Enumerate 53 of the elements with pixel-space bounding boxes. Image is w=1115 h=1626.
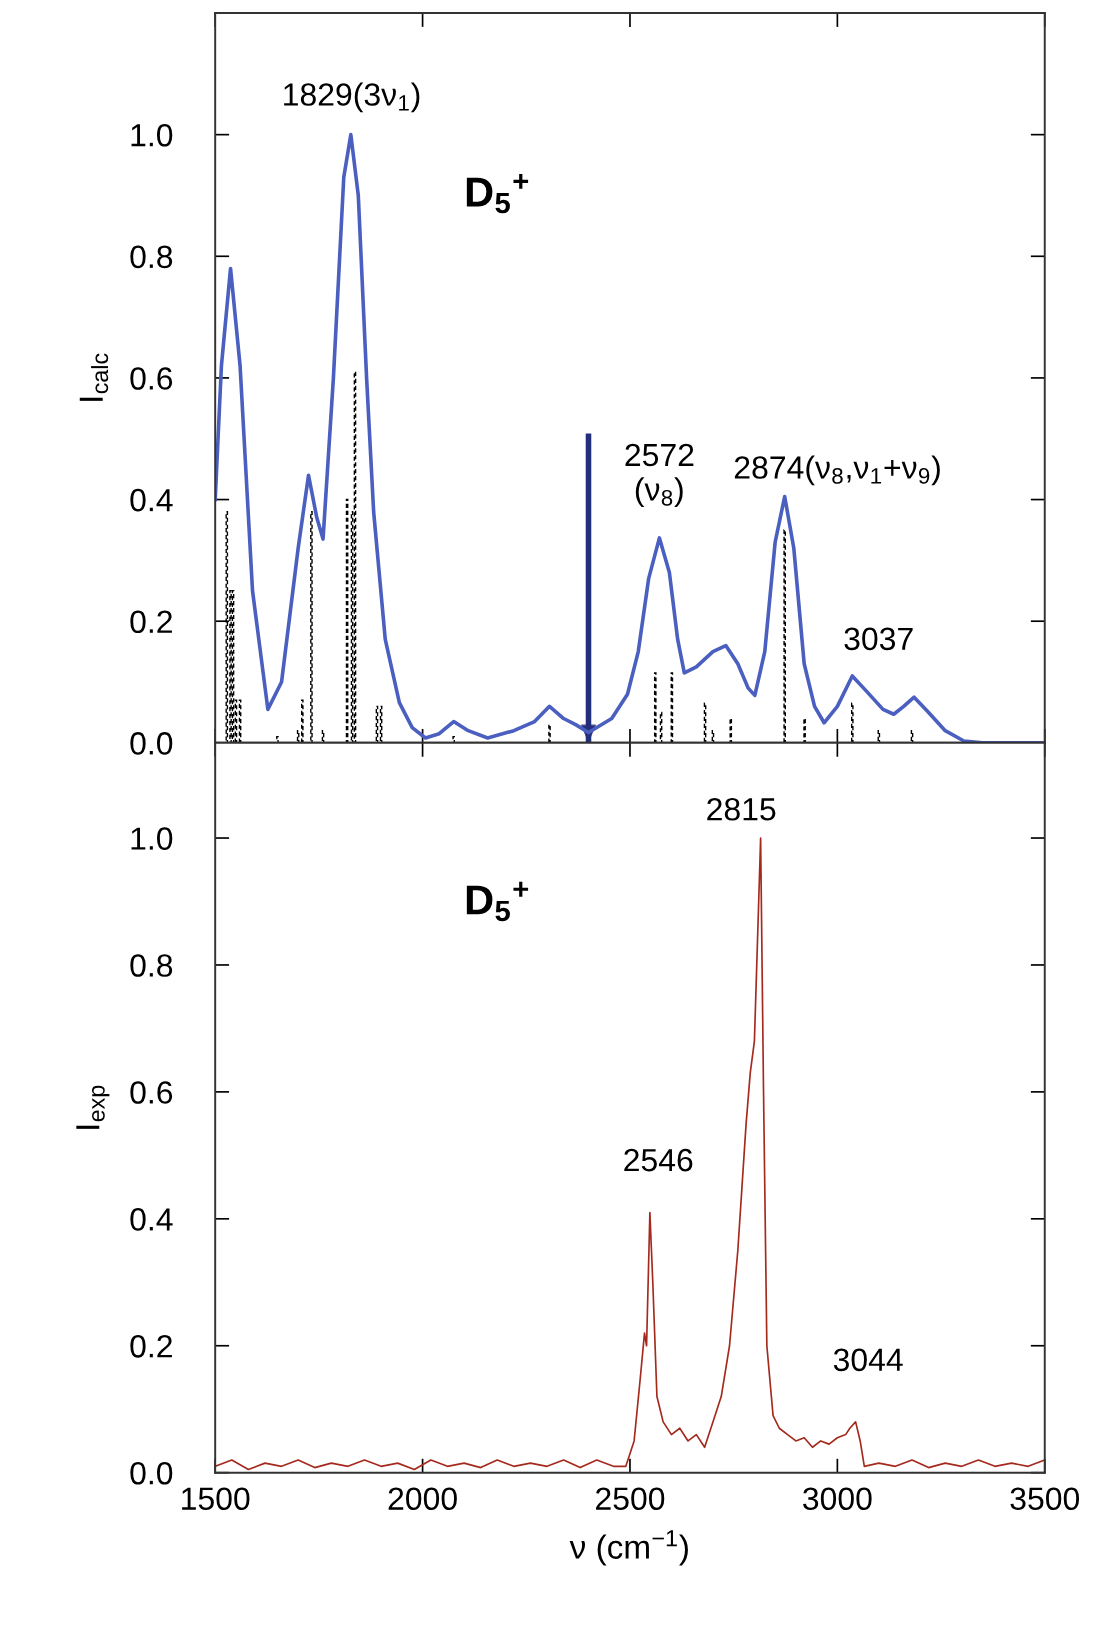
x-axis-title: ν (cm$^{−1}$) <box>569 1530 688 1566</box>
bar <box>300 699 304 743</box>
bar <box>321 729 325 743</box>
bar <box>711 729 715 743</box>
y-axis-title: I$_{calc}$ <box>79 353 109 401</box>
x-tick-label: 2500 <box>596 1487 665 1511</box>
y-tick-label: 0.0 <box>130 1461 173 1485</box>
x-tick-label: 2000 <box>388 1487 457 1511</box>
y-tick-label: 0.4 <box>130 1208 173 1231</box>
annotation: 2815 <box>707 797 776 821</box>
y-tick-label: 0.8 <box>130 954 173 977</box>
y-tick-label: 0.4 <box>130 488 173 512</box>
bar <box>296 729 300 743</box>
annotation: 3037 <box>844 627 913 651</box>
x-tick-label: 3500 <box>1010 1487 1080 1511</box>
annotation: 2874(ν$_{8}$,ν$_{1}$+ν$_{9}$) <box>734 455 940 486</box>
bar <box>659 711 663 743</box>
bar <box>670 672 674 743</box>
y-axis-title: I$_{exp}$ <box>76 1085 110 1129</box>
bar <box>238 699 242 743</box>
annotation: D$_{5}$$^{+}$ <box>466 881 529 922</box>
bar <box>703 702 707 743</box>
y-tick-label: 0.8 <box>130 245 173 269</box>
bar <box>375 705 379 743</box>
x-tick-label: 3000 <box>803 1487 872 1511</box>
bar <box>783 529 787 743</box>
bar <box>850 702 854 743</box>
bar <box>353 371 357 743</box>
bar <box>803 717 806 743</box>
bar <box>729 717 733 743</box>
y-tick-label: 1.0 <box>131 827 173 850</box>
y-tick-label: 0.2 <box>130 610 172 634</box>
x-tick-label: 1500 <box>182 1487 250 1511</box>
y-tick-label: 1.0 <box>131 123 173 147</box>
y-tick-label: 0.0 <box>130 732 173 755</box>
bar <box>345 498 349 743</box>
y-tick-label: 0.6 <box>130 367 173 390</box>
annotation: D$_{5}$$^{+}$ <box>466 173 529 214</box>
bar <box>231 590 235 743</box>
bar <box>653 672 657 743</box>
bar <box>379 705 383 743</box>
bar <box>452 736 456 743</box>
y-tick-label: 0.6 <box>130 1081 173 1104</box>
bar <box>276 736 279 743</box>
annotation: 1829(3ν$_{1}$) <box>284 82 420 113</box>
annotation: 3044 <box>833 1348 903 1372</box>
y-tick-label: 0.2 <box>130 1335 172 1358</box>
bar <box>310 511 313 743</box>
annotation: 2546 <box>624 1148 693 1172</box>
bar <box>548 723 551 743</box>
bar <box>877 729 881 743</box>
bar <box>910 729 914 743</box>
annotation: 2572 (ν$_{8}$) <box>625 443 694 508</box>
